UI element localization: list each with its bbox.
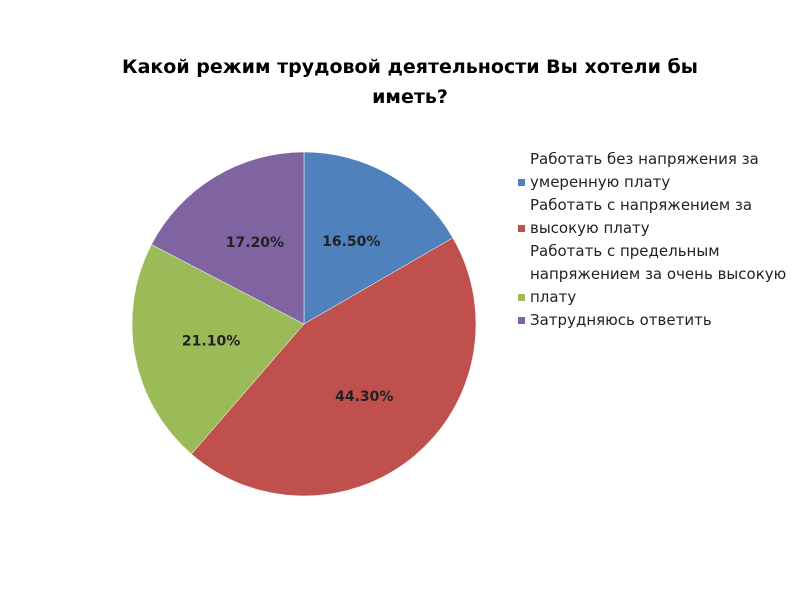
pie-slice — [191, 237, 477, 497]
legend-item: Работать без напряжения за умеренную пла… — [518, 148, 788, 194]
legend-label: Работать с напряжением за высокую плату — [530, 196, 753, 237]
legend-label: Работать с предельным напряжением за оче… — [530, 242, 787, 306]
legend: Работать без напряжения за умеренную пла… — [518, 148, 788, 332]
legend-label: Работать без напряжения за умеренную пла… — [530, 150, 759, 191]
data-label: 21.10% — [182, 334, 240, 350]
legend-swatch — [518, 294, 525, 301]
legend-item: Работать с напряжением за высокую плату — [518, 194, 788, 240]
legend-swatch — [518, 225, 525, 232]
legend-item: Затрудняюсь ответить — [518, 309, 788, 332]
data-label: 44.30% — [335, 389, 393, 405]
data-label: 17.20% — [226, 235, 284, 251]
pie-slice — [151, 151, 305, 325]
legend-swatch — [518, 179, 525, 186]
legend-item: Работать с предельным напряжением за оче… — [518, 240, 788, 309]
data-label: 16.50% — [322, 234, 380, 250]
pie-slice — [131, 244, 305, 455]
pie-slice — [303, 151, 454, 325]
legend-label: Затрудняюсь ответить — [530, 311, 712, 329]
chart-title: Какой режим трудовой деятельности Вы хот… — [122, 56, 698, 108]
legend-swatch — [518, 317, 525, 324]
